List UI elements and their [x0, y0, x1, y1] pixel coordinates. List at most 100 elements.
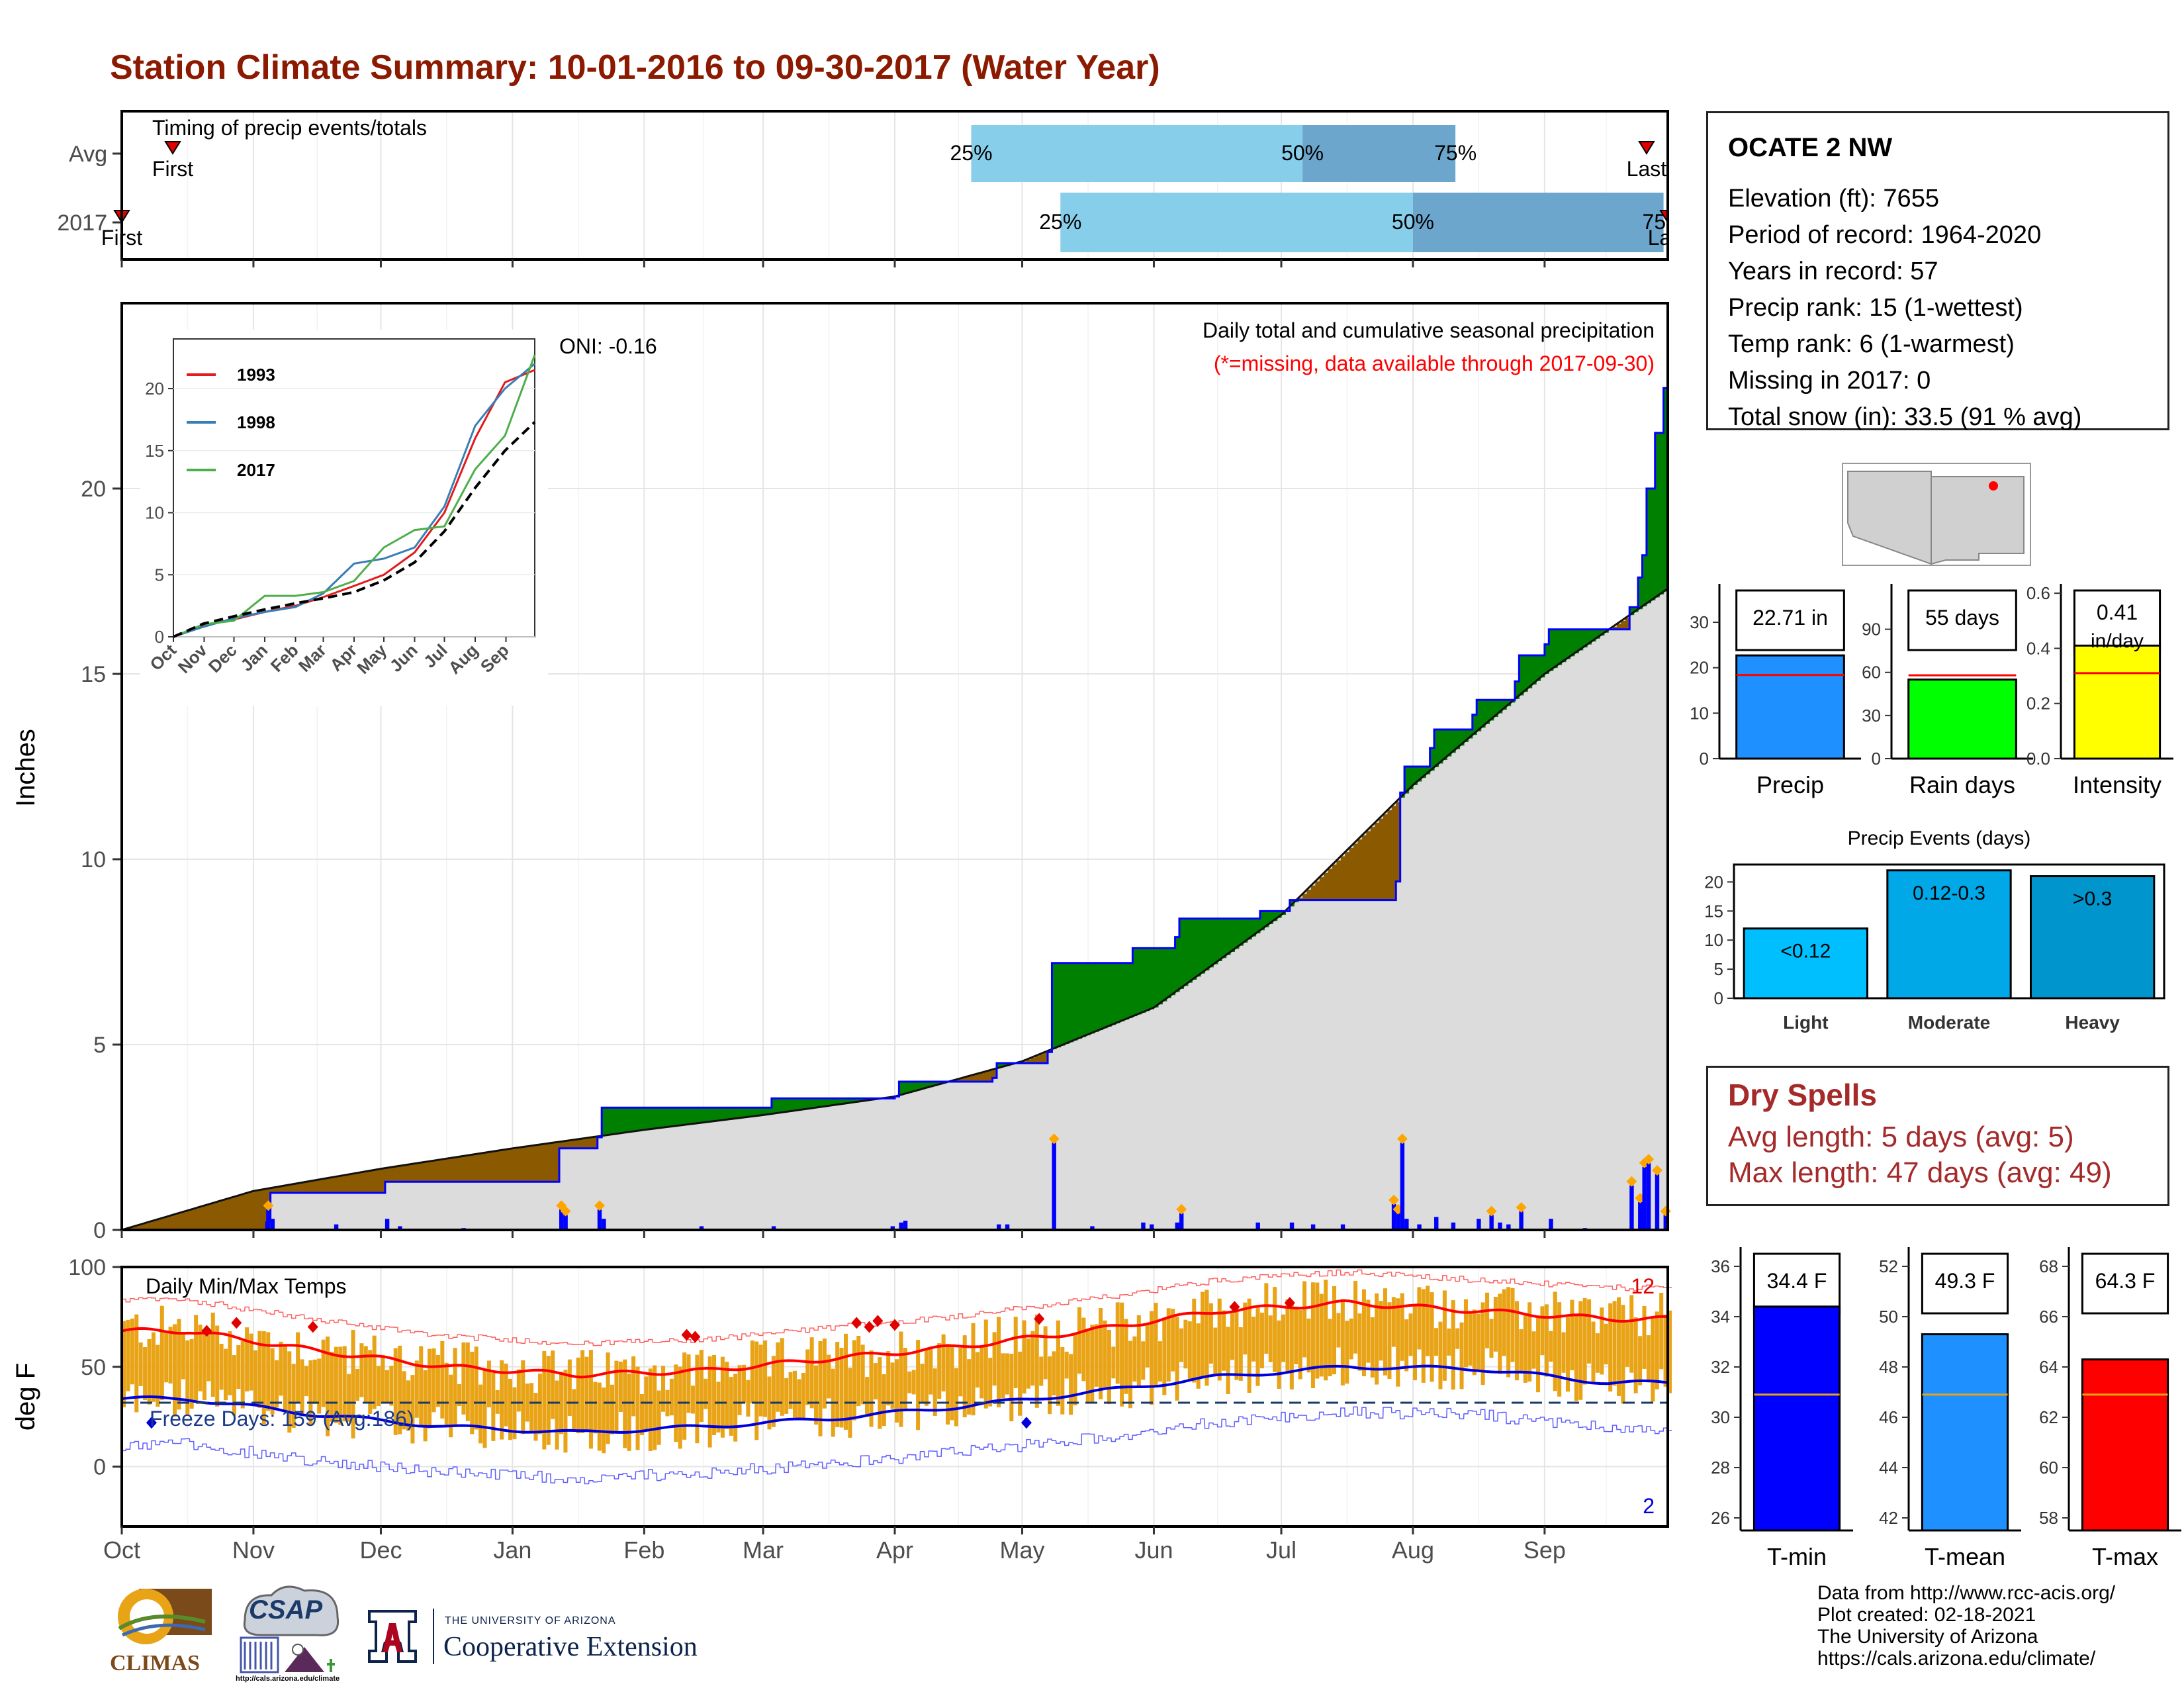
rain_days-bar [1909, 680, 2017, 759]
precip-below-avg [457, 1157, 462, 1182]
temp-daily-bar [373, 1336, 377, 1409]
timing-bar-25-50 [972, 125, 1303, 182]
temp-daily-bar [491, 1373, 495, 1441]
temp-daily-bar [895, 1359, 899, 1423]
temp-xtick-label: Aug [1392, 1536, 1434, 1564]
temp-daily-bar [1218, 1299, 1222, 1381]
events-bar-label: >0.3 [2073, 888, 2112, 910]
temp-daily-bar [1005, 1353, 1009, 1394]
precip-above-avg [1141, 948, 1146, 1012]
temp-daily-bar [797, 1379, 801, 1419]
precip-daily-bar [1638, 1202, 1642, 1230]
precip-below-avg [169, 1216, 173, 1230]
temp-daily-bar [1485, 1293, 1489, 1348]
precip-below-avg [164, 1217, 169, 1230]
timing-label-25: 25% [950, 141, 992, 165]
temp-daily-bar [181, 1333, 185, 1380]
precip-below-avg [257, 1190, 262, 1230]
temp-daily-bar [1290, 1301, 1294, 1389]
precip-daily-bar [1629, 1186, 1633, 1230]
temp-daily-bar [874, 1363, 878, 1399]
precip-above-avg [1553, 630, 1558, 668]
temp-daily-bar [988, 1358, 992, 1406]
precip-below-avg [228, 1199, 232, 1230]
temp-daily-bar [206, 1332, 210, 1381]
station-period: Period of record: 1964-2020 [1728, 221, 2041, 250]
precip-below-avg [368, 1171, 373, 1193]
tmax-ytick-label: 62 [2039, 1407, 2058, 1427]
temp-daily-bar [1336, 1313, 1340, 1348]
precip-below-avg [1315, 881, 1320, 900]
temp-daily-bar [1162, 1317, 1166, 1395]
temp-daily-bar [424, 1370, 428, 1441]
temp-daily-bar [759, 1344, 763, 1416]
tmax-ytick-label: 68 [2039, 1256, 2058, 1276]
temp-daily-bar [377, 1366, 381, 1406]
temp-daily-bar [1540, 1306, 1544, 1355]
temp-daily-bar [1659, 1293, 1663, 1369]
temp-ytick-label: 50 [81, 1355, 106, 1380]
tmean-bar [1922, 1335, 2007, 1530]
precip_total-ytick-label: 30 [1690, 612, 1709, 632]
precip-daily-bar [271, 1219, 275, 1230]
precip-above-avg [776, 1098, 780, 1113]
temp-daily-bar [1498, 1293, 1502, 1374]
precip-below-avg [1328, 868, 1333, 900]
temp-daily-bar [691, 1385, 695, 1413]
temp-daily-bar [389, 1366, 393, 1405]
temp-daily-bar [1460, 1323, 1464, 1389]
temp-daily-bar [1035, 1315, 1039, 1408]
temp-daily-bar [555, 1381, 559, 1450]
temp-daily-bar [1608, 1303, 1612, 1391]
temp-daily-bar [1404, 1319, 1408, 1371]
precip-ytick-label: 15 [81, 662, 106, 687]
temp-xtick-label: Sep [1524, 1536, 1566, 1564]
timing-first-label: First [152, 157, 193, 181]
precip-below-avg [206, 1205, 211, 1230]
station-missing: Missing in 2017: 0 [1728, 367, 1931, 395]
temp-ytick-label: 0 [93, 1455, 106, 1480]
temp-daily-bar [211, 1313, 215, 1397]
precip-above-avg [1183, 919, 1188, 986]
precip-below-avg [1362, 835, 1367, 900]
temp-daily-bar [805, 1350, 809, 1405]
timing-bar-50-75 [1302, 125, 1455, 182]
temp-daily-bar [610, 1385, 614, 1434]
tmax-ytick-label: 66 [2039, 1307, 2058, 1327]
temp-daily-bar [215, 1326, 219, 1407]
dry-spells-avg: Avg length: 5 days (avg: 5) [1728, 1121, 2074, 1154]
temp-daily-bar [1192, 1299, 1196, 1383]
precip-below-avg [1320, 877, 1324, 900]
precip-above-avg [1201, 919, 1205, 974]
rain_days-ytick-label: 30 [1862, 706, 1881, 726]
precip-below-avg [504, 1150, 509, 1182]
temp-daily-bar [946, 1344, 950, 1425]
temp-xtick-label: Oct [103, 1536, 140, 1564]
events-title: Precip Events (days) [1848, 827, 2031, 849]
temp-xtick-label: Jan [493, 1536, 531, 1564]
temp-daily-bar [169, 1327, 173, 1384]
precip_total-xlabel: Precip [1756, 771, 1824, 798]
precip-above-avg [1188, 919, 1193, 983]
temp-xtick-label: Apr [876, 1536, 913, 1564]
temp-daily-bar [916, 1340, 920, 1430]
timing-right-mask [1669, 109, 1709, 262]
events-category-label: Light [1783, 1012, 1828, 1033]
temp-xtick-label: Jul [1266, 1536, 1297, 1564]
temp-daily-bar [304, 1366, 308, 1396]
temp-xtick-label: Dec [359, 1536, 402, 1564]
temp-daily-bar [1545, 1304, 1549, 1376]
precip-below-avg [415, 1164, 420, 1182]
precip-above-avg [725, 1107, 729, 1119]
temp-daily-bar [445, 1363, 449, 1427]
precip-daily-bar [903, 1221, 907, 1230]
precip-below-avg [330, 1178, 334, 1193]
temp-daily-bar [725, 1362, 729, 1429]
temp-daily-bar [203, 1333, 206, 1400]
precip-above-avg [1527, 655, 1532, 688]
timing-label-50: 50% [1392, 210, 1434, 234]
precip-daily-bar [1519, 1211, 1523, 1230]
temp-daily-bar [313, 1360, 317, 1404]
precip-subtitle: (*=missing, data available through 2017-… [1214, 352, 1655, 375]
temp-daily-bar [317, 1358, 321, 1413]
